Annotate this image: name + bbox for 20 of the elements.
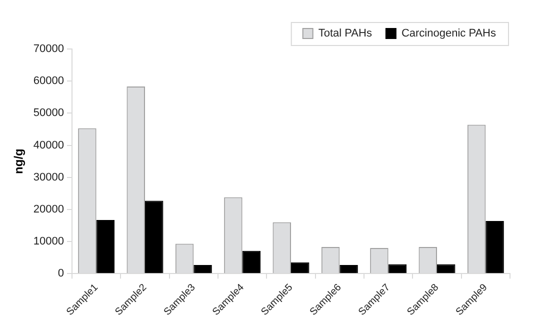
bar	[437, 264, 456, 274]
bar	[290, 262, 310, 274]
bar	[96, 220, 115, 274]
y-tick-label: 0	[58, 268, 64, 280]
legend-label: Total PAHs	[318, 28, 372, 40]
y-tick-label: 20000	[33, 203, 64, 216]
bar	[144, 200, 164, 274]
bar	[340, 264, 358, 274]
bar	[486, 220, 504, 274]
y-tick-label: 70000	[33, 43, 64, 56]
y-tick-label: 60000	[33, 75, 64, 88]
legend-label: Carcinogenic PAHs	[401, 28, 496, 40]
y-tick-label: 30000	[33, 171, 64, 184]
y-tick-label: 50000	[33, 107, 64, 120]
y-axis-title: ng/g	[12, 148, 26, 174]
y-tick-label: 40000	[33, 139, 64, 152]
bar	[388, 264, 407, 274]
bar	[242, 250, 261, 274]
y-tick-label: 10000	[33, 236, 64, 248]
bar	[194, 264, 212, 274]
